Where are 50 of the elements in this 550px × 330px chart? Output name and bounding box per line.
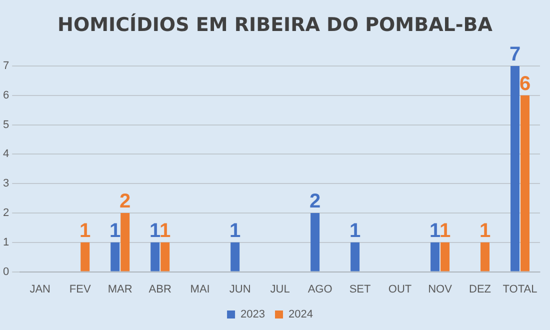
x-tick-label: NOV — [428, 283, 453, 296]
bar — [150, 242, 160, 272]
bar — [430, 242, 440, 272]
legend-label: 2023 — [240, 308, 266, 321]
bar — [230, 242, 240, 272]
y-tick-label: 0 — [2, 266, 10, 278]
bar — [160, 242, 170, 272]
y-tick-label: 7 — [2, 60, 10, 72]
x-tick-label: JAN — [30, 283, 51, 296]
x-tick-label: SET — [349, 283, 372, 296]
data-label: 1 — [230, 220, 241, 242]
data-label: 1 — [429, 220, 441, 242]
bar — [120, 213, 130, 272]
data-label: 7 — [509, 44, 521, 66]
bar — [80, 242, 90, 272]
x-tick-label: JUL — [270, 283, 290, 296]
x-tick-label: JUN — [229, 283, 251, 296]
x-tick-label: AGO — [308, 283, 333, 296]
bar — [510, 66, 520, 272]
bar — [350, 242, 360, 272]
data-label: 1 — [150, 220, 161, 242]
bar — [310, 213, 320, 272]
data-label: 6 — [519, 72, 531, 95]
x-tick-label: FEV — [69, 283, 92, 296]
data-label: 1 — [110, 220, 121, 242]
y-tick-label: 5 — [2, 118, 10, 131]
y-tick-label: 6 — [2, 89, 10, 102]
legend-label: 2024 — [288, 308, 313, 321]
data-label: 1 — [479, 220, 491, 242]
data-label: 1 — [439, 220, 451, 242]
y-tick-label: 1 — [2, 236, 10, 248]
bar — [110, 242, 120, 272]
data-label: 1 — [349, 220, 361, 242]
x-tick-label: MAI — [190, 283, 210, 296]
x-tick-label: MAR — [108, 283, 132, 296]
data-label: 1 — [80, 220, 91, 242]
data-label: 2 — [120, 190, 131, 213]
chart-title: HOMICÍDIOS EM RIBEIRA DO POMBAL-BA — [56, 14, 494, 36]
y-tick-label: 2 — [2, 207, 10, 220]
x-tick-label: OUT — [388, 283, 412, 296]
data-label: 2 — [309, 190, 321, 213]
bar — [440, 242, 450, 272]
y-tick-label: 3 — [2, 178, 10, 190]
data-label: 1 — [160, 220, 171, 242]
x-tick-label: TOTAL — [502, 283, 538, 296]
y-tick-label: 4 — [2, 148, 10, 160]
x-tick-label: DEZ — [469, 283, 492, 296]
bar — [480, 242, 490, 272]
x-tick-label: ABR — [148, 283, 172, 296]
bar — [520, 95, 530, 272]
